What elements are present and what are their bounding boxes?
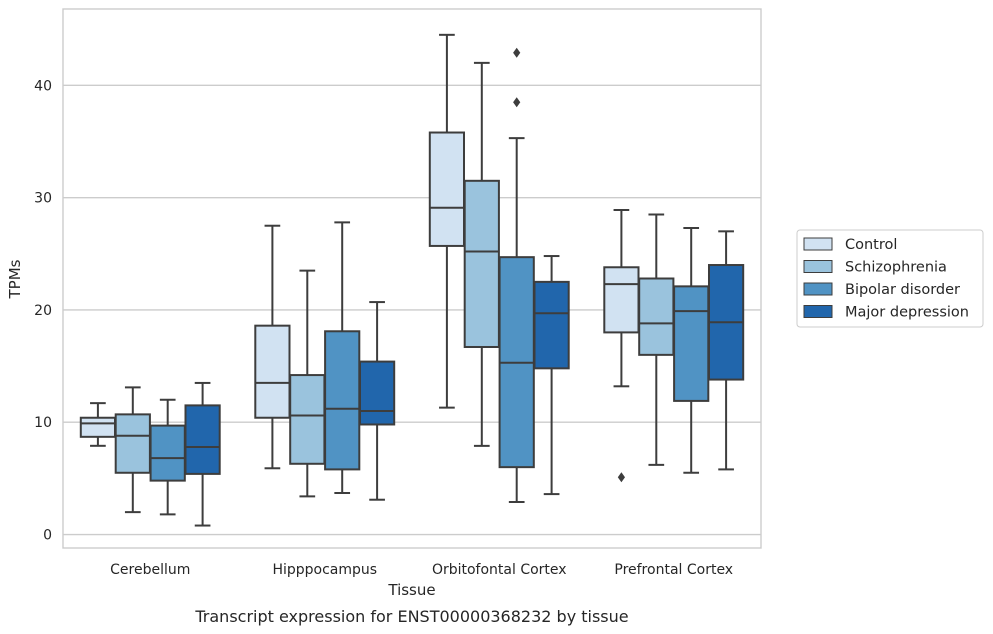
- x-tick-label: Cerebellum: [110, 562, 190, 578]
- outlier-point: [617, 472, 625, 483]
- x-tick-labels: Cerebellum Hipppocampus Orbitofontal Corte…: [110, 562, 733, 578]
- y-tick-labels: 0 10 20 30 40: [34, 78, 52, 543]
- legend-label: Bipolar disorder: [845, 282, 960, 298]
- box-bipolar-disorder: [149, 398, 186, 516]
- x-tick-label: Hipppocampus: [272, 562, 377, 578]
- box-iqr: [428, 131, 466, 247]
- legend: Control Schizophrenia Bipolar disorder Majo…: [796, 229, 984, 328]
- box-schizophrenia: [114, 386, 151, 514]
- box-major-depression: [707, 230, 745, 471]
- x-axis-title: Tissue: [387, 581, 435, 599]
- box-major-depression: [533, 255, 570, 496]
- box-schizophrenia: [638, 213, 675, 466]
- x-tick-label: Orbitofontal Cortex: [432, 562, 567, 578]
- chart-caption: Transcript expression for ENST0000036823…: [194, 607, 628, 626]
- box-iqr: [463, 179, 500, 348]
- legend-swatch: [803, 260, 833, 273]
- box-iqr: [638, 277, 675, 356]
- y-tick-label: 30: [34, 191, 52, 207]
- box-control: [428, 33, 466, 409]
- box-iqr: [533, 280, 570, 370]
- box-bipolar-disorder: [673, 226, 710, 474]
- legend-swatch: [803, 237, 833, 251]
- outlier-point: [513, 47, 521, 58]
- legend-swatch: [803, 305, 833, 318]
- box-control: [254, 224, 291, 470]
- legend-swatch: [803, 282, 833, 296]
- box-iqr: [289, 374, 326, 465]
- outlier-point: [513, 97, 521, 108]
- box-major-depression: [358, 301, 396, 501]
- y-axis-title: TPMs: [6, 259, 24, 299]
- legend-label: Control: [845, 237, 897, 253]
- box-iqr: [254, 324, 291, 419]
- box-control: [79, 402, 117, 447]
- box-iqr: [358, 360, 396, 426]
- box-schizophrenia: [289, 269, 326, 498]
- plot-frame: [62, 8, 762, 549]
- legend-label: Schizophrenia: [845, 260, 947, 276]
- y-tick-label: 10: [34, 415, 52, 431]
- box-iqr: [79, 416, 117, 438]
- box-control: [603, 209, 640, 483]
- box-bipolar-disorder: [324, 221, 361, 494]
- box-iqr: [184, 404, 221, 475]
- x-tick-label: Prefrontal Cortex: [614, 562, 733, 578]
- boxes: [79, 33, 745, 527]
- box-major-depression: [184, 381, 221, 527]
- y-tick-label: 20: [34, 303, 52, 319]
- legend-frame: [796, 229, 984, 328]
- y-tick-label: 40: [34, 78, 52, 94]
- legend-label: Major depression: [845, 305, 969, 321]
- box-iqr: [324, 330, 361, 471]
- box-iqr: [603, 266, 640, 334]
- y-tick-label: 0: [43, 528, 52, 544]
- box-iqr: [114, 413, 151, 474]
- box-iqr: [673, 285, 710, 402]
- box-iqr: [149, 424, 186, 482]
